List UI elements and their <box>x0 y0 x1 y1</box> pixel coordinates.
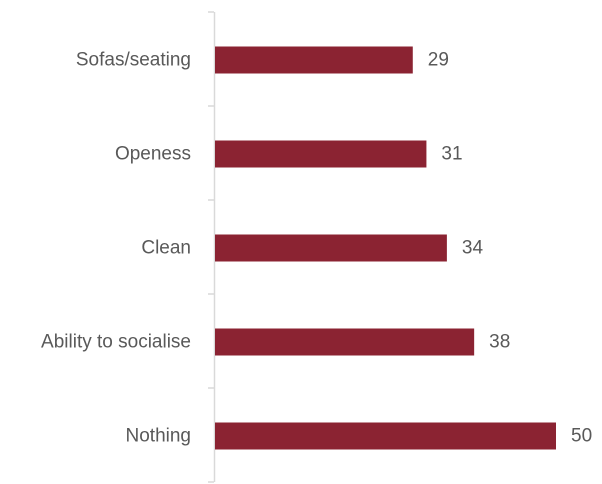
axis-layer <box>208 11 216 483</box>
bar-ability-to-socialise <box>215 328 475 356</box>
category-label: Ability to socialise <box>41 332 191 353</box>
category-label: Sofas/seating <box>76 50 191 71</box>
category-label: Nothing <box>126 426 192 447</box>
data-label: 34 <box>462 238 484 259</box>
bar-openess <box>215 140 427 168</box>
data-label: 38 <box>489 332 510 353</box>
bar-nothing <box>215 422 556 450</box>
category-label: Openess <box>115 144 191 165</box>
data-label: 31 <box>441 144 462 165</box>
data-label: 29 <box>428 50 449 71</box>
category-label: Clean <box>141 238 191 259</box>
bar-clean <box>215 234 447 262</box>
data-label: 50 <box>571 426 592 447</box>
bars-layer <box>215 46 556 450</box>
bar-sofas-seating <box>215 46 413 74</box>
labels-layer: Sofas/seating 29 Openess 31 Clean 34 Ability t… <box>41 50 592 447</box>
